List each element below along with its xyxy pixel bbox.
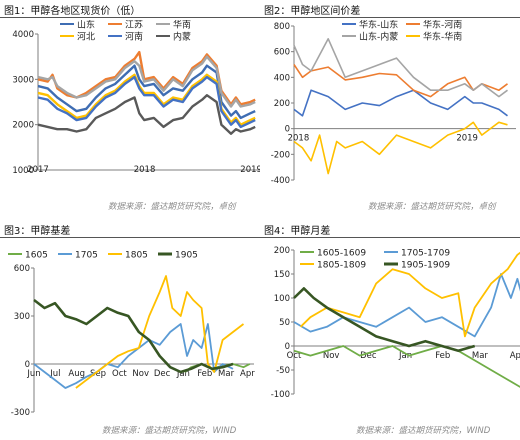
y-tick-label: 800 (274, 22, 290, 32)
panel-title: 图3：甲醇基差 (4, 226, 71, 237)
y-tick-label: 100 (274, 294, 290, 304)
legend-label: 江苏 (125, 20, 143, 31)
title-divider (260, 237, 520, 238)
calendar-spread-chart: -100 -50 0 50 100 150 200 Oct Nov Dec Jan Feb Mar Apr… (271, 246, 520, 400)
series-line (37, 55, 256, 108)
panel-title: 图1：甲醇各地区现货价（低） (4, 6, 141, 17)
series-line (75, 275, 245, 389)
y-tick-label: -100 (271, 390, 290, 400)
legend-label: 内蒙 (173, 31, 191, 43)
x-tick-label: Nov (323, 351, 340, 361)
legend-label: 1605-1609 (317, 249, 366, 259)
legend-label: 山东 (77, 20, 95, 31)
legend-label: 华东-山东 (359, 20, 398, 31)
x-tick-label: Mar (218, 369, 235, 379)
x-tick-label: Apr (510, 351, 520, 361)
panel-calendar-spread: 图4：甲醇月差 -100 -50 0 50 100 150 200 Oct Nov Dec Jan F… (260, 220, 520, 440)
y-tick-label: 1000 (12, 166, 34, 176)
x-tick-label: Apr (240, 369, 255, 379)
series-line (293, 89, 508, 117)
legend-label: 1905 (175, 251, 198, 261)
x-tick-label: 2019 (240, 165, 260, 175)
y-tick-label: 4000 (12, 30, 34, 40)
series-line (293, 64, 508, 98)
title-divider (0, 237, 260, 238)
y-tick-label: -50 (276, 366, 290, 376)
legend-label: 1705 (75, 251, 98, 261)
x-tick-label: 2019 (456, 134, 478, 144)
x-tick-label: Feb (435, 351, 450, 361)
panel-title: 图2：甲醇地区间价差 (264, 6, 361, 17)
y-tick-label: 2000 (12, 121, 34, 131)
x-tick-label: Aug (68, 369, 85, 379)
panel-methanol-spot-price: 图1：甲醇各地区现货价（低） 1000 2000 3000 4000 2017 2018 2… (0, 0, 260, 220)
x-tick-label: Dec (360, 351, 377, 361)
legend-label: 1605 (25, 251, 48, 261)
panel-basis: 图3：甲醇基差 -300 0 300 600 Jun Jul Aug Sep Oct Nov Dec… (0, 220, 260, 440)
y-tick-label: -200 (271, 150, 290, 160)
x-tick-label: Oct (112, 369, 127, 379)
legend-label: 河南 (125, 31, 143, 43)
x-tick-label: Sep (90, 369, 106, 379)
series-line (293, 273, 520, 338)
x-tick-label: Dec (154, 369, 171, 379)
series-line (293, 37, 508, 98)
y-tick-label: 200 (274, 99, 290, 109)
series-line (293, 121, 508, 175)
legend-label: 1905-1909 (401, 261, 450, 271)
x-tick-label: Jun (26, 369, 40, 379)
y-tick-label: 3000 (12, 75, 34, 85)
data-source-note: 数据来源：盛达期货研究院，WIND (102, 426, 237, 436)
legend-label: 河北 (77, 31, 95, 43)
regional-spread-chart: -400 -200 0 200 400 600 800 2018 2019 华东-山东 华东-河南山… (271, 20, 516, 186)
title-divider (260, 17, 520, 18)
x-tick-label: 2018 (288, 134, 310, 144)
legend-label: 1805 (125, 251, 148, 261)
series-line (37, 75, 256, 129)
x-tick-label: 2018 (134, 165, 156, 175)
x-tick-label: Jan (176, 369, 190, 379)
x-tick-label: Jul (49, 369, 60, 379)
basis-chart: -300 0 300 600 Jun Jul Aug Sep Oct Nov Dec Jan Feb Ma… (8, 251, 255, 418)
series-line (33, 298, 234, 374)
y-tick-label: 150 (274, 270, 290, 280)
y-tick-label: 300 (14, 312, 30, 322)
legend-label: 山东-内蒙 (359, 31, 398, 43)
y-tick-label: 400 (274, 73, 290, 83)
y-tick-label: 200 (274, 246, 290, 256)
y-tick-label: 0 (25, 360, 30, 370)
x-tick-label: Nov (132, 369, 149, 379)
y-tick-label: -400 (271, 176, 290, 186)
legend-label: 华东-河南 (423, 20, 462, 31)
x-tick-label: Jan (398, 351, 412, 361)
panel-title: 图4：甲醇月差 (264, 226, 331, 237)
series-line (293, 345, 520, 388)
y-tick-label: 0 (285, 342, 290, 352)
x-tick-label: 2017 (27, 165, 49, 175)
y-tick-label: 0 (285, 125, 290, 135)
data-source-note: 数据来源：盛达期货研究院，WIND (356, 426, 491, 436)
legend-label: 华东-华南 (423, 31, 462, 43)
legend-label: 1705-1709 (401, 249, 450, 259)
legend-label: 华南 (173, 20, 191, 31)
y-tick-label: -300 (11, 408, 30, 418)
legend-label: 1805-1809 (317, 261, 366, 271)
x-tick-label: Mar (472, 351, 489, 361)
title-divider (0, 17, 260, 18)
x-tick-label: Feb (197, 369, 212, 379)
data-source-note: 数据来源：盛达期货研究院，卓创 (368, 202, 496, 212)
series-line (293, 287, 476, 353)
x-tick-label: Oct (287, 351, 302, 361)
y-tick-label: 600 (14, 264, 30, 274)
series-line (37, 64, 256, 120)
y-tick-label: 50 (279, 318, 290, 328)
series-line (37, 93, 256, 135)
y-tick-label: 600 (274, 48, 290, 58)
panel-regional-spread: 图2：甲醇地区间价差 -400 -200 0 200 400 600 800 2018 2019… (260, 0, 520, 220)
series-line (37, 73, 256, 126)
data-source-note: 数据来源：盛达期货研究院，卓创 (108, 202, 236, 212)
series-line (299, 251, 520, 338)
